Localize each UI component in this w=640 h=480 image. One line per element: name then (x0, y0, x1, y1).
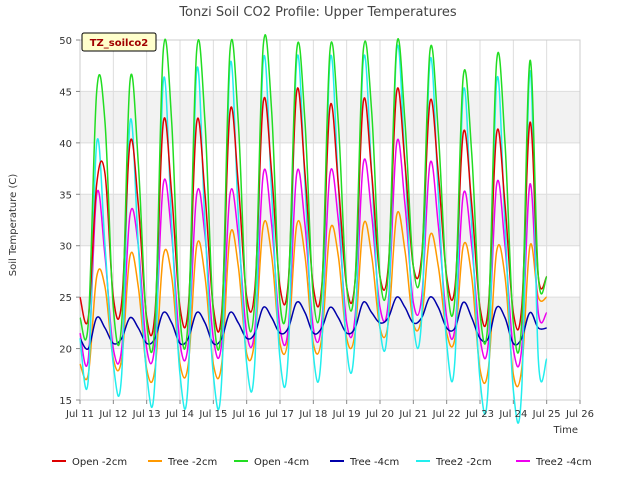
x-tick-label: Jul 17 (265, 409, 294, 420)
legend-label: Open -2cm (72, 457, 127, 468)
series-line (79, 34, 548, 354)
legend: Open -2cm Tree -2cm Open -4cm Tree -4cm Tree… (52, 457, 592, 468)
y-axis-label: Soil Temperature (C) (8, 174, 19, 277)
x-tick-label: Jul 26 (565, 409, 594, 420)
legend-label: Tree2 -4cm (535, 457, 592, 468)
series-line (79, 44, 548, 424)
plot-background-bands (80, 91, 580, 349)
y-tick-label: 30 (59, 242, 72, 253)
x-tick-label: Jul 23 (465, 409, 494, 420)
legend-label: Tree2 -2cm (435, 457, 492, 468)
plot-band (80, 194, 580, 246)
plot-frame (79, 39, 581, 401)
legend-label: Tree -2cm (167, 457, 217, 468)
y-tick-label: 50 (59, 36, 72, 47)
y-tick-label: 35 (59, 190, 72, 201)
badge-box (81, 32, 157, 52)
y-tick-label: 25 (59, 293, 72, 304)
x-tick-label: Jul 18 (298, 409, 327, 420)
x-tick-label: Jul 16 (232, 409, 261, 420)
x-tick-label: Jul 14 (165, 409, 194, 420)
x-tick-label: Jul 12 (98, 409, 127, 420)
series-line (79, 87, 548, 337)
x-axis-label: Time (553, 425, 578, 436)
legend-label: Tree -4cm (349, 457, 399, 468)
x-tick-label: Jul 25 (532, 409, 561, 420)
x-tick-label: Jul 13 (132, 409, 161, 420)
series-lines (79, 34, 548, 424)
x-tick-label: Jul 15 (198, 409, 227, 420)
x-tick-label: Jul 20 (365, 409, 394, 420)
x-tick-label: Jul 11 (65, 409, 94, 420)
x-tick-label: Jul 19 (332, 409, 361, 420)
x-tick-label: Jul 21 (398, 409, 427, 420)
y-tick-label: 15 (59, 396, 72, 407)
series-line (79, 296, 547, 351)
legend-label: Open -4cm (254, 457, 309, 468)
x-tick-label: Jul 24 (498, 409, 527, 420)
chart-title: Tonzi Soil CO2 Profile: Upper Temperatur… (178, 5, 457, 20)
x-axis-ticks: Jul 11 Jul 12 Jul 13 Jul 14 Jul 15 Jul 16 Jul … (65, 400, 594, 420)
x-tick-label: Jul 22 (432, 409, 461, 420)
y-tick-label: 45 (59, 87, 72, 98)
dataset-badge: TZ_soilco2 (81, 32, 157, 52)
y-tick-label: 40 (59, 139, 72, 150)
plot-band (80, 297, 580, 349)
y-tick-label: 20 (59, 345, 72, 356)
y-axis-ticks: 15 20 25 30 35 40 45 50 (59, 36, 80, 407)
badge-text: TZ_soilco2 (90, 38, 149, 49)
